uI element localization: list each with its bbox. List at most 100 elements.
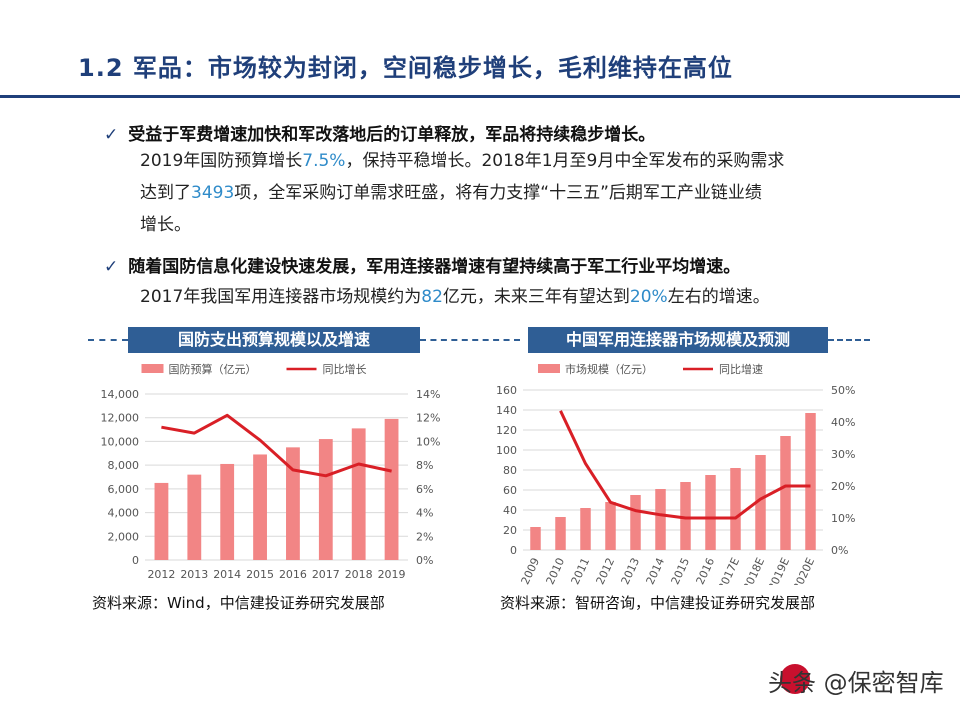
- y2-tick-label: 14%: [416, 388, 440, 401]
- bullet-2-paragraph: 2017年我国军用连接器市场规模约为82亿元，未来三年有望达到20%左右的增速。: [140, 281, 770, 313]
- bar: [384, 418, 399, 560]
- bullet-1: ✓ 受益于军费增速加快和军改落地后的订单释放，军品将持续稳步增长。: [104, 120, 655, 145]
- bar: [605, 502, 616, 550]
- bar: [154, 482, 169, 560]
- header-dash-left: [88, 339, 128, 341]
- y-tick-label: 160: [496, 384, 517, 397]
- bar: [755, 455, 766, 550]
- bar: [220, 463, 235, 560]
- header-dash-right: [828, 339, 870, 341]
- y-tick-label: 12,000: [101, 412, 140, 425]
- paragraph-line: 达到了3493项，全军采购订单需求旺盛，将有力支撑“十三五”后期军工产业链业绩: [140, 183, 762, 203]
- page-title: 1.2 军品：市场较为封闭，空间稳步增长，毛利维持在高位: [78, 54, 733, 82]
- watermark: 头条 @保密智库: [768, 669, 944, 697]
- bullet-1-heading: 受益于军费增速加快和军改落地后的订单释放，军品将持续稳步增长。: [128, 125, 656, 145]
- bullet-2-heading: 随着国防信息化建设快速发展，军用连接器增速有望持续高于军工行业平均增速。: [128, 257, 741, 277]
- legend-line-label: 同比增长: [323, 362, 367, 376]
- x-tick-label: 2013: [180, 568, 208, 581]
- bullet-1-paragraph: 2019年国防预算增长7.5%，保持平稳增长。2018年1月至9月中全军发布的采…: [140, 145, 784, 241]
- bar: [780, 436, 791, 550]
- y2-tick-label: 10%: [831, 512, 855, 525]
- y2-tick-label: 0%: [416, 554, 433, 567]
- x-tick-label: 2014: [213, 568, 241, 581]
- y2-tick-label: 2%: [416, 530, 433, 543]
- right-chart-header: 中国军用连接器市场规模及预测: [528, 327, 828, 353]
- growth-line: [161, 413, 392, 478]
- x-tick-label: 2016: [694, 556, 718, 585]
- bar: [655, 489, 666, 550]
- legend-bar-label: 国防预算（亿元）: [169, 362, 257, 376]
- bar: [318, 439, 333, 560]
- bar: [555, 517, 566, 550]
- y2-tick-label: 4%: [416, 507, 433, 520]
- connector-market-chart: 市场规模（亿元） 同比增速 0 20 40 60 80 100 120 140 160 0% 10% 20…: [496, 362, 855, 585]
- bar: [630, 495, 641, 550]
- x-tick-label: 2012: [147, 568, 175, 581]
- y-tick-label: 10,000: [101, 435, 140, 448]
- bar: [530, 527, 541, 550]
- bar: [680, 482, 691, 550]
- y-tick-label: 0: [510, 544, 517, 557]
- x-tick-label: 2017E: [716, 556, 743, 585]
- x-tick-label: 2010: [544, 556, 568, 585]
- y2-tick-label: 40%: [831, 416, 855, 429]
- y-tick-label: 14,000: [101, 388, 140, 401]
- y-tick-label: 80: [503, 464, 517, 477]
- y-tick-label: 60: [503, 484, 517, 497]
- y2-tick-label: 8%: [416, 459, 433, 472]
- x-tick-label: 2017: [312, 568, 340, 581]
- x-tick-label: 2020E: [791, 556, 818, 585]
- bar: [805, 413, 816, 550]
- legend-line-label: 同比增速: [719, 362, 763, 376]
- y2-tick-label: 20%: [831, 480, 855, 493]
- title-divider: [0, 95, 960, 98]
- x-tick-label: 2014: [644, 556, 668, 585]
- header-dash-middle: [420, 339, 520, 341]
- bar: [705, 475, 716, 550]
- left-chart-header: 国防支出预算规模以及增速: [128, 327, 420, 353]
- right-chart-source: 资料来源：智研咨询，中信建投证券研究发展部: [500, 594, 816, 612]
- y-tick-label: 2,000: [108, 530, 140, 543]
- check-icon: ✓: [104, 257, 119, 277]
- bar: [187, 474, 202, 560]
- x-tick-label: 2013: [619, 556, 643, 585]
- paragraph-line: 2019年国防预算增长7.5%，保持平稳增长。2018年1月至9月中全军发布的采…: [140, 151, 785, 171]
- legend-bar-swatch: [141, 364, 164, 373]
- bar: [286, 447, 300, 560]
- y2-tick-label: 10%: [416, 435, 440, 448]
- x-tick-label: 2015: [246, 568, 274, 581]
- y-tick-label: 100: [496, 444, 517, 457]
- y-tick-label: 40: [503, 504, 517, 517]
- bar: [253, 454, 267, 560]
- y-tick-label: 6,000: [108, 483, 140, 496]
- legend-bar-label: 市场规模（亿元）: [565, 362, 653, 376]
- x-tick-label: 2012: [594, 556, 618, 585]
- bar: [351, 428, 366, 560]
- y2-tick-label: 6%: [416, 483, 433, 496]
- brand-logo-icon: [780, 664, 810, 694]
- x-tick-label: 2018E: [741, 556, 768, 585]
- x-tick-label: 2019E: [766, 556, 793, 585]
- legend-bar-swatch: [538, 364, 560, 373]
- y-tick-label: 0: [132, 554, 139, 567]
- x-tick-label: 2016: [279, 568, 307, 581]
- y-tick-label: 120: [496, 424, 517, 437]
- y-tick-label: 140: [496, 404, 517, 417]
- x-tick-label: 2018: [345, 568, 373, 581]
- y2-tick-label: 12%: [416, 412, 440, 425]
- x-tick-label: 2011: [569, 556, 593, 585]
- bullet-2: ✓ 随着国防信息化建设快速发展，军用连接器增速有望持续高于军工行业平均增速。: [104, 252, 740, 277]
- x-tick-label: 2015: [669, 556, 693, 585]
- left-chart-source: 资料来源：Wind，中信建投证券研究发展部: [92, 594, 385, 612]
- check-icon: ✓: [104, 125, 119, 145]
- y2-tick-label: 50%: [831, 384, 855, 397]
- x-tick-label: 2009: [519, 556, 543, 585]
- y-tick-label: 8,000: [108, 459, 140, 472]
- y-tick-label: 4,000: [108, 507, 140, 520]
- growth-line: [559, 410, 811, 520]
- y2-tick-label: 30%: [831, 448, 855, 461]
- x-tick-label: 2019: [378, 568, 406, 581]
- bar: [580, 508, 591, 550]
- paragraph-line: 2017年我国军用连接器市场规模约为82亿元，未来三年有望达到20%左右的增速。: [140, 287, 770, 307]
- bar: [730, 468, 741, 550]
